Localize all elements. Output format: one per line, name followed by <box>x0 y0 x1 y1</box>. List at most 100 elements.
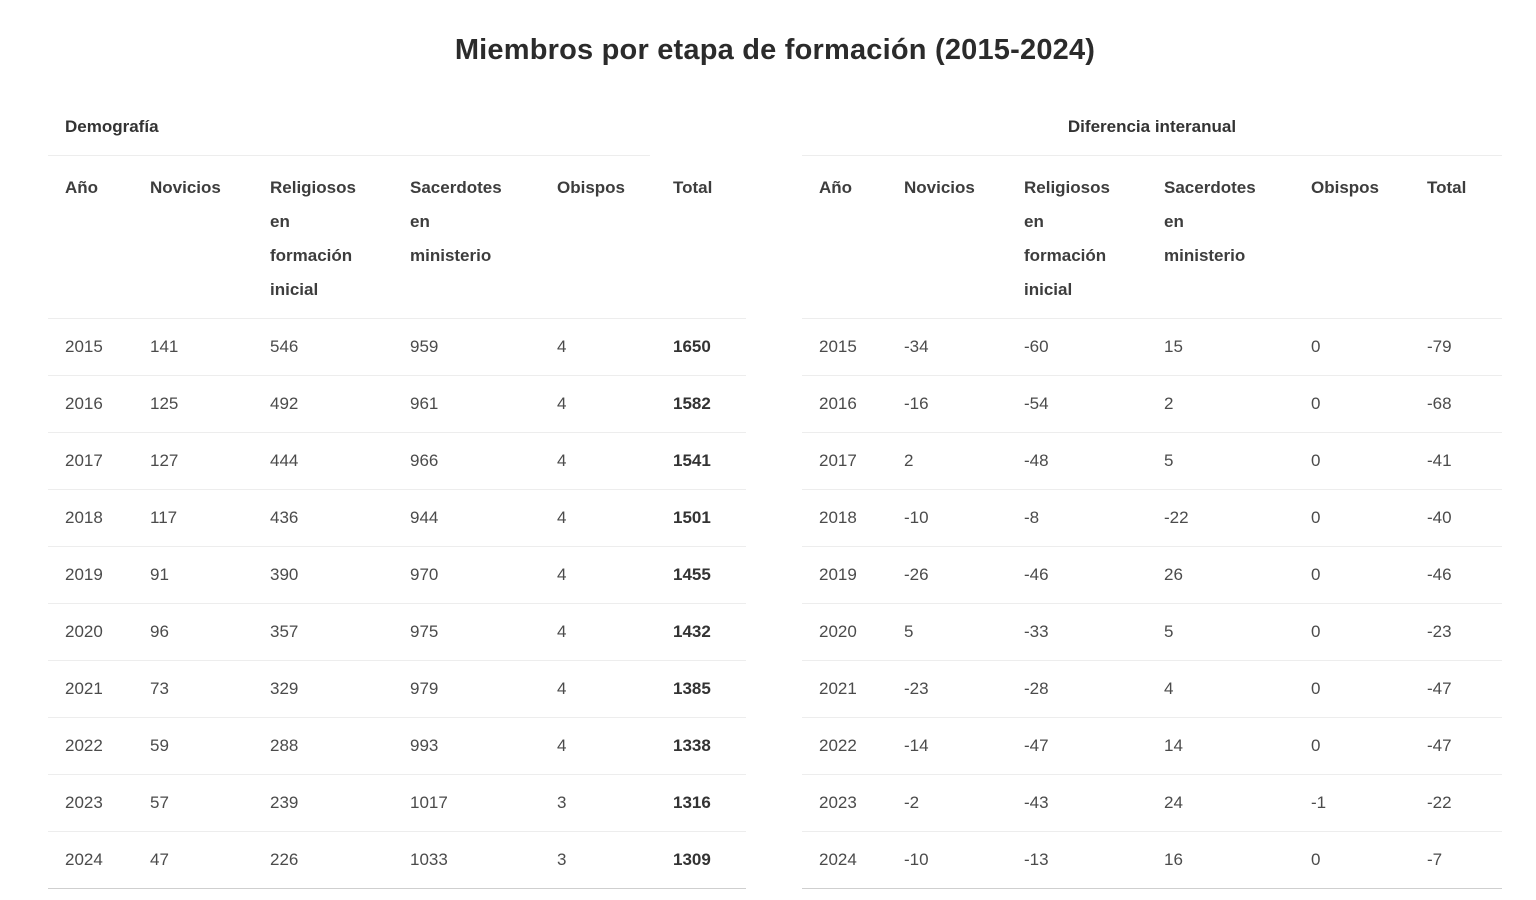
table-cell: 5 <box>1147 432 1294 490</box>
table-cell: 15 <box>1147 318 1294 376</box>
table-cell: 4 <box>540 489 656 547</box>
year-cell: 2022 <box>48 717 133 775</box>
year-cell: 2024 <box>802 831 887 889</box>
table-row: 2020 5 -33 5 0 -23 <box>802 603 1502 661</box>
table-row: 2016 125 492 961 4 1582 <box>48 375 746 433</box>
table-row: 2015 -34 -60 15 0 -79 <box>802 318 1502 376</box>
table-cell: -47 <box>1410 717 1502 775</box>
table-cell: 4 <box>540 660 656 718</box>
table-cell: 141 <box>133 318 253 376</box>
table-cell: 1309 <box>656 831 746 889</box>
year-cell: 2017 <box>802 432 887 490</box>
table-cell: 0 <box>1294 318 1410 376</box>
table-cell: 970 <box>393 546 540 604</box>
table-cell: 2 <box>887 432 1007 490</box>
diferencia-table-card: Diferencia interanual Año Novicios Religio… <box>802 112 1502 889</box>
year-cell: 2020 <box>48 603 133 661</box>
year-cell: 2021 <box>802 660 887 718</box>
table-row: 2018 -10 -8 -22 0 -40 <box>802 489 1502 547</box>
table-cell: -22 <box>1410 774 1502 832</box>
table-cell: 26 <box>1147 546 1294 604</box>
table-cell: 4 <box>1147 660 1294 718</box>
year-cell: 2024 <box>48 831 133 889</box>
table-cell: 14 <box>1147 717 1294 775</box>
column-header: Sacerdotes en ministerio <box>393 156 540 319</box>
table-cell: 3 <box>540 774 656 832</box>
table-cell: -33 <box>1007 603 1147 661</box>
table-cell: -23 <box>887 660 1007 718</box>
year-cell: 2023 <box>48 774 133 832</box>
table-cell: -1 <box>1294 774 1410 832</box>
table-cell: -10 <box>887 489 1007 547</box>
table-cell: 288 <box>253 717 393 775</box>
table-cell: 4 <box>540 432 656 490</box>
year-cell: 2019 <box>48 546 133 604</box>
table-row: 2019 91 390 970 4 1455 <box>48 546 746 604</box>
table-cell: 0 <box>1294 489 1410 547</box>
table-caption: Diferencia interanual <box>802 112 1502 156</box>
table-cell: -23 <box>1410 603 1502 661</box>
table-cell: 0 <box>1294 546 1410 604</box>
year-cell: 2018 <box>48 489 133 547</box>
table-cell: 357 <box>253 603 393 661</box>
table-cell: 0 <box>1294 831 1410 889</box>
table-cell: 2 <box>1147 375 1294 433</box>
table-row: 2024 47 226 1033 3 1309 <box>48 831 746 889</box>
table-cell: -48 <box>1007 432 1147 490</box>
table-cell: 1017 <box>393 774 540 832</box>
table-cell: 5 <box>887 603 1007 661</box>
table-row: 2020 96 357 975 4 1432 <box>48 603 746 661</box>
table-cell: 1582 <box>656 375 746 433</box>
table-row: 2019 -26 -46 26 0 -46 <box>802 546 1502 604</box>
table-row: 2023 -2 -43 24 -1 -22 <box>802 774 1502 832</box>
table-header: Año Novicios Religiosos en formación inici… <box>48 156 746 319</box>
table-cell: 1432 <box>656 603 746 661</box>
table-cell: 390 <box>253 546 393 604</box>
table-cell: 979 <box>393 660 540 718</box>
header-row: Año Novicios Religiosos en formación inici… <box>48 156 746 319</box>
table-cell: -22 <box>1147 489 1294 547</box>
table-row: 2021 -23 -28 4 0 -47 <box>802 660 1502 718</box>
table-cell: -60 <box>1007 318 1147 376</box>
column-header: Total <box>656 156 746 319</box>
table-row: 2021 73 329 979 4 1385 <box>48 660 746 718</box>
table-cell: -8 <box>1007 489 1147 547</box>
table-cell: -47 <box>1410 660 1502 718</box>
table-cell: 966 <box>393 432 540 490</box>
year-cell: 2020 <box>802 603 887 661</box>
table-cell: -26 <box>887 546 1007 604</box>
diferencia-table: Año Novicios Religiosos en formación inici… <box>802 156 1502 889</box>
table-cell: 1385 <box>656 660 746 718</box>
table-cell: 57 <box>133 774 253 832</box>
table-cell: -7 <box>1410 831 1502 889</box>
year-cell: 2016 <box>802 375 887 433</box>
table-cell: -79 <box>1410 318 1502 376</box>
table-cell: 73 <box>133 660 253 718</box>
page-content: Miembros por etapa de formación (2015-20… <box>48 32 1502 889</box>
column-header: Obispos <box>540 156 656 319</box>
table-row: 2015 141 546 959 4 1650 <box>48 318 746 376</box>
table-cell: 492 <box>253 375 393 433</box>
table-cell: 4 <box>540 717 656 775</box>
table-cell: 1650 <box>656 318 746 376</box>
table-cell: -41 <box>1410 432 1502 490</box>
table-cell: -14 <box>887 717 1007 775</box>
table-cell: 0 <box>1294 603 1410 661</box>
table-cell: 1033 <box>393 831 540 889</box>
table-cell: -34 <box>887 318 1007 376</box>
demografia-table-card: Demografía Año Novicios Religiosos en form… <box>48 112 746 889</box>
page-title: Miembros por etapa de formación (2015-20… <box>454 34 1096 66</box>
table-cell: 91 <box>133 546 253 604</box>
table-cell: 1541 <box>656 432 746 490</box>
column-header: Religiosos en formación inicial <box>1007 156 1147 319</box>
column-header: Obispos <box>1294 156 1410 319</box>
table-cell: 127 <box>133 432 253 490</box>
table-cell: 993 <box>393 717 540 775</box>
table-cell: -28 <box>1007 660 1147 718</box>
table-cell: 1501 <box>656 489 746 547</box>
table-cell: 24 <box>1147 774 1294 832</box>
table-cell: -13 <box>1007 831 1147 889</box>
table-cell: 239 <box>253 774 393 832</box>
column-header: Año <box>802 156 887 319</box>
table-row: 2023 57 239 1017 3 1316 <box>48 774 746 832</box>
